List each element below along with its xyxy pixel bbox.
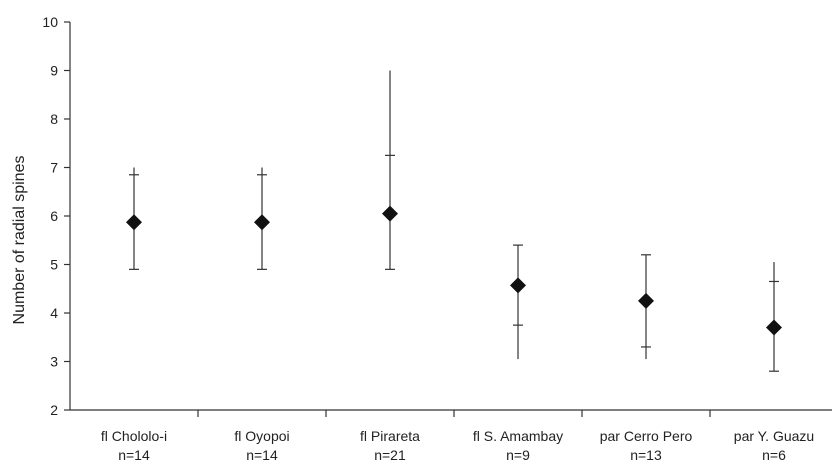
mean-marker [638, 292, 654, 309]
y-ticks: 2 3 4 5 6 7 8 9 10 [42, 14, 70, 418]
y-axis-title: Number of radial spines [11, 156, 28, 325]
x-category-label: fl S. Amambay [473, 428, 563, 444]
y-tick-label: 9 [50, 63, 58, 79]
y-tick-label: 8 [50, 111, 58, 127]
y-tick-label: 5 [50, 257, 58, 273]
x-categories: fl Chololo-i n=14 fl Oyopoi n=14 fl Pirareta… [101, 410, 814, 463]
x-category-label: par Cerro Pero [600, 428, 693, 444]
x-category-n-label: n=14 [246, 447, 278, 463]
x-category-n-label: n=14 [118, 447, 150, 463]
error-bar-group [766, 262, 782, 372]
axes [69, 22, 832, 411]
y-tick-label: 3 [50, 354, 58, 370]
error-bar-group [382, 70, 398, 270]
x-category-n-label: n=13 [630, 447, 662, 463]
x-category-label: fl Oyopoi [234, 428, 289, 444]
mean-marker [126, 214, 142, 231]
x-category-n-label: n=9 [506, 447, 530, 463]
x-category-label: fl Chololo-i [101, 428, 167, 444]
mean-marker [766, 319, 782, 336]
error-bar-group [638, 254, 654, 360]
x-category-n-label: n=21 [374, 447, 406, 463]
x-category-n-label: n=6 [762, 447, 786, 463]
y-tick-label: 6 [50, 208, 58, 224]
y-tick-label: 10 [42, 14, 58, 30]
x-category-label: par Y. Guazu [734, 428, 814, 444]
x-category-label: fl Pirareta [360, 428, 420, 444]
mean-marker [254, 214, 270, 231]
series [126, 70, 782, 372]
error-bar-group [510, 244, 526, 360]
y-tick-label: 4 [50, 305, 58, 321]
error-bar-group [254, 167, 270, 270]
y-tick-label: 7 [50, 160, 58, 176]
mean-marker [382, 205, 398, 222]
error-bar-group [126, 167, 142, 270]
mean-marker [510, 277, 526, 294]
y-tick-label: 2 [50, 402, 58, 418]
